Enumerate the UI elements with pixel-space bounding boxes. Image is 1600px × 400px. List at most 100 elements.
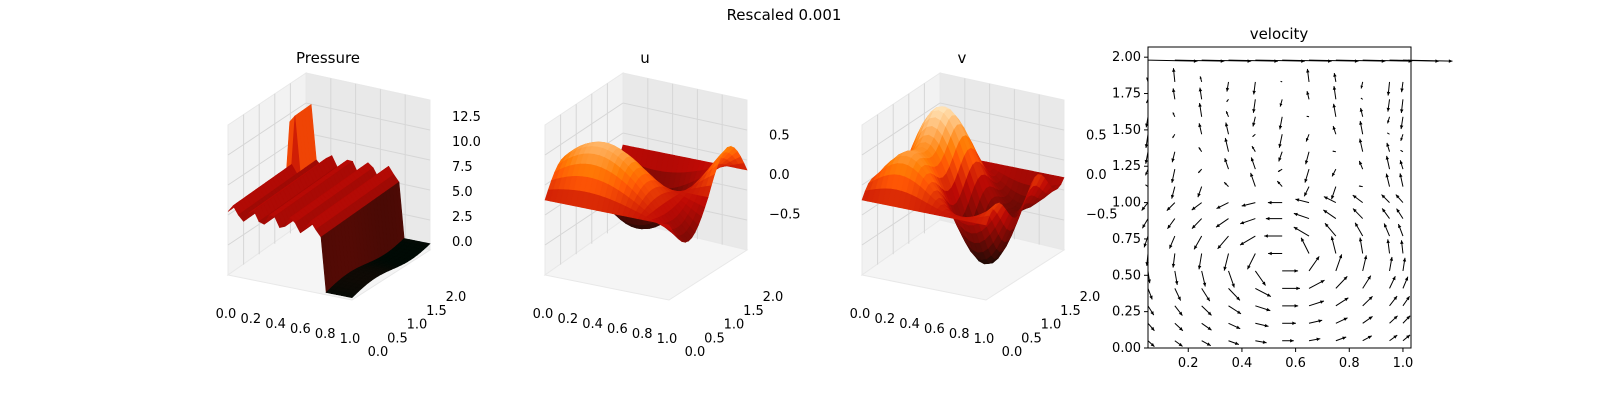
y-tick-label: 1.0 bbox=[724, 318, 745, 333]
velocity-arrow bbox=[1224, 158, 1229, 170]
velocity-arrow bbox=[1385, 173, 1391, 187]
velocity-arrow bbox=[1254, 270, 1266, 286]
velocity-arrow bbox=[1332, 125, 1337, 135]
velocity-arrow bbox=[1250, 172, 1256, 187]
velocity-arrow bbox=[1362, 275, 1372, 289]
z-tick-label: −0.5 bbox=[1086, 207, 1118, 222]
x-tick-label: 1.0 bbox=[974, 332, 995, 347]
velocity-arrow bbox=[1352, 208, 1364, 219]
velocity-arrow bbox=[1335, 297, 1349, 307]
velocity-arrow bbox=[1389, 295, 1398, 307]
y-tick-label: 1.5 bbox=[1060, 304, 1081, 319]
velocity-arrow bbox=[1308, 279, 1325, 289]
velocity-arrow bbox=[1174, 270, 1179, 285]
velocity-arrow bbox=[1255, 305, 1271, 312]
velocity-arrow bbox=[1303, 186, 1310, 197]
velocity-arrow bbox=[1402, 295, 1410, 307]
x-tick-label: 0.8 bbox=[632, 327, 653, 342]
velocity-arrow bbox=[1362, 335, 1373, 342]
x-tick-label: 0.0 bbox=[850, 307, 871, 322]
y-tick-label: 1.25 bbox=[1112, 159, 1141, 174]
velocity-arrow bbox=[1295, 198, 1310, 204]
velocity-arrow bbox=[1359, 107, 1364, 117]
x-tick-label: 1.0 bbox=[340, 332, 361, 347]
velocity-arrow bbox=[1386, 132, 1390, 135]
velocity-arrow bbox=[1201, 305, 1212, 316]
grid-line bbox=[305, 132, 431, 161]
velocity-arrow bbox=[1174, 288, 1182, 301]
velocity-arrow bbox=[1324, 222, 1337, 237]
velocity-arrow bbox=[1267, 200, 1283, 205]
velocity-arrow bbox=[1215, 218, 1229, 228]
velocity-arrow bbox=[1255, 340, 1267, 344]
velocity-arrow bbox=[1252, 99, 1256, 113]
velocity-arrow bbox=[1198, 102, 1203, 117]
velocity-arrow bbox=[1252, 116, 1256, 127]
velocity-arrow bbox=[1255, 287, 1272, 297]
velocity-arrow bbox=[1147, 322, 1155, 332]
y-tick-label: 1.50 bbox=[1112, 123, 1141, 138]
velocity-arrow bbox=[1201, 270, 1207, 287]
velocity-arrow bbox=[1335, 317, 1348, 324]
velocity-arrow bbox=[1389, 334, 1398, 342]
velocity-arrow bbox=[1386, 142, 1391, 152]
velocity-arrow bbox=[1171, 151, 1176, 163]
velocity-arrow bbox=[1279, 99, 1283, 107]
velocity-arrow bbox=[1198, 123, 1203, 135]
velocity-arrow bbox=[1145, 184, 1149, 188]
y-tick-label: 2.0 bbox=[1080, 290, 1101, 305]
z-tick-label: −0.5 bbox=[769, 207, 801, 222]
velocity-arrow bbox=[1141, 218, 1149, 229]
x-tick-label: 0.0 bbox=[216, 307, 237, 322]
velocity-arrow bbox=[1402, 257, 1407, 272]
velocity-arrow bbox=[1265, 216, 1283, 221]
velocity-arrow bbox=[1228, 270, 1235, 288]
velocity-arrow bbox=[1224, 137, 1229, 152]
x-tick-label: 0.6 bbox=[924, 322, 945, 337]
velocity-arrow bbox=[1306, 68, 1310, 82]
velocity-arrow bbox=[1239, 235, 1256, 246]
velocity-arrow bbox=[1335, 336, 1347, 342]
velocity-arrow bbox=[1276, 180, 1283, 187]
velocity-arrow bbox=[1170, 169, 1176, 183]
velocity-arrow bbox=[1198, 87, 1203, 100]
velocity-arrow bbox=[1389, 275, 1396, 289]
y-tick-label: 0.0 bbox=[685, 345, 706, 360]
velocity-arrow bbox=[1308, 256, 1320, 272]
velocity-arrow bbox=[1166, 202, 1176, 211]
velocity-arrow bbox=[1251, 145, 1256, 152]
velocity-arrow bbox=[1278, 116, 1283, 130]
y-tick-label: 0.5 bbox=[1021, 331, 1042, 346]
velocity-arrow bbox=[1277, 168, 1283, 173]
u-title: u bbox=[640, 49, 650, 67]
grid-line bbox=[939, 102, 1065, 131]
velocity-arrow bbox=[1224, 122, 1229, 135]
velocity-arrow bbox=[1191, 218, 1203, 229]
velocity-arrow bbox=[1306, 90, 1310, 100]
z-tick-label: 12.5 bbox=[452, 110, 481, 125]
v-title: v bbox=[958, 49, 967, 67]
velocity-arrow bbox=[1217, 235, 1229, 250]
velocity-arrow bbox=[1331, 168, 1337, 177]
velocity-arrow bbox=[1358, 185, 1363, 188]
pressure-surface bbox=[227, 103, 431, 299]
velocity-arrow bbox=[1191, 202, 1202, 211]
velocity-arrow bbox=[1399, 173, 1404, 187]
x-tick-label: 0.6 bbox=[290, 322, 311, 337]
velocity-arrow bbox=[1399, 116, 1404, 130]
velocity-arrow bbox=[1362, 255, 1368, 272]
x-tick-label: 0.4 bbox=[899, 317, 920, 332]
velocity-arrow bbox=[1167, 218, 1176, 230]
velocity-arrow bbox=[1147, 305, 1155, 316]
velocity-arrow bbox=[1145, 116, 1149, 128]
velocity-arrow bbox=[1268, 251, 1283, 256]
velocity-arrow bbox=[1226, 99, 1229, 103]
surface-patch bbox=[980, 215, 990, 226]
velocity-arrow bbox=[1387, 116, 1391, 124]
velocity-arrow bbox=[1252, 81, 1256, 95]
velocity-arrow bbox=[1362, 315, 1373, 324]
velocity-arrow bbox=[1400, 81, 1404, 93]
velocity-arrow bbox=[1252, 133, 1256, 138]
velocity-arrow bbox=[1216, 202, 1229, 210]
velocity-arrow bbox=[1304, 151, 1310, 165]
